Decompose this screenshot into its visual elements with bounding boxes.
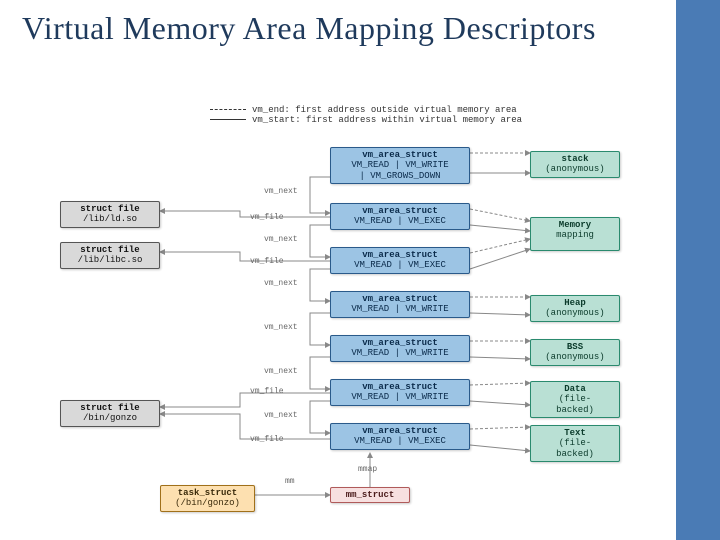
label-vm-next: vm_next — [264, 367, 298, 376]
label-vm-file: vm_file — [250, 257, 284, 266]
mem-line2: (anonymous) — [534, 164, 616, 174]
vma-title: vm_area_struct — [334, 150, 466, 160]
struct-file-box: struct file/bin/gonzo — [60, 400, 160, 427]
label-vm-file: vm_file — [250, 213, 284, 222]
struct-file-box: struct file/lib/libc.so — [60, 242, 160, 269]
struct-file-box: struct file/lib/ld.so — [60, 201, 160, 228]
mem-line1: Text — [534, 428, 616, 438]
vma-title: vm_area_struct — [334, 250, 466, 260]
mem-line2: (file-backed) — [534, 394, 616, 415]
vma-flags: VM_READ | VM_WRITE| VM_GROWS_DOWN — [334, 160, 466, 181]
mem-line1: Memory — [534, 220, 616, 230]
label-vm-next: vm_next — [264, 411, 298, 420]
mem-line2: (anonymous) — [534, 352, 616, 362]
slide-sidebar — [676, 0, 720, 540]
mm-struct-label: mm_struct — [346, 490, 395, 500]
vma-diagram: vm_end: first address outside virtual me… — [100, 105, 660, 515]
legend: vm_end: first address outside virtual me… — [210, 105, 522, 125]
vma-title: vm_area_struct — [334, 206, 466, 216]
mem-line1: Heap — [534, 298, 616, 308]
memory-region-box: BSS(anonymous) — [530, 339, 620, 366]
vma-flags: VM_READ | VM_EXEC — [334, 436, 466, 446]
task-struct-title: task_struct — [164, 488, 251, 498]
vma-box: vm_area_structVM_READ | VM_WRITE — [330, 335, 470, 362]
vma-title: vm_area_struct — [334, 382, 466, 392]
vma-box: vm_area_structVM_READ | VM_WRITE — [330, 379, 470, 406]
memory-region-box: Memorymapping — [530, 217, 620, 251]
vma-flags: VM_READ | VM_EXEC — [334, 216, 466, 226]
mm-struct-box: mm_struct — [330, 487, 410, 503]
mem-line1: stack — [534, 154, 616, 164]
sf-path: /lib/libc.so — [64, 255, 156, 265]
page-title: Virtual Memory Area Mapping Descriptors — [22, 10, 596, 47]
sf-title: struct file — [64, 403, 156, 413]
mem-line2: (anonymous) — [534, 308, 616, 318]
memory-region-box: stack(anonymous) — [530, 151, 620, 178]
label-mmap: mmap — [358, 465, 377, 474]
vma-flags: VM_READ | VM_WRITE — [334, 304, 466, 314]
mem-line1: Data — [534, 384, 616, 394]
label-vm-next: vm_next — [264, 279, 298, 288]
memory-region-box: Text(file-backed) — [530, 425, 620, 462]
vma-flags: VM_READ | VM_WRITE — [334, 348, 466, 358]
label-vm-next: vm_next — [264, 187, 298, 196]
vma-flags: VM_READ | VM_WRITE — [334, 392, 466, 402]
vma-box: vm_area_structVM_READ | VM_EXEC — [330, 203, 470, 230]
vma-box: vm_area_structVM_READ | VM_WRITE| VM_GRO… — [330, 147, 470, 184]
vma-title: vm_area_struct — [334, 294, 466, 304]
sf-path: /bin/gonzo — [64, 413, 156, 423]
sf-title: struct file — [64, 204, 156, 214]
memory-region-box: Data(file-backed) — [530, 381, 620, 418]
mem-line2: mapping — [534, 230, 616, 240]
vma-flags: VM_READ | VM_EXEC — [334, 260, 466, 270]
label-vm-next: vm_next — [264, 323, 298, 332]
label-mm: mm — [285, 477, 295, 486]
mem-line2: (file-backed) — [534, 438, 616, 459]
mem-line1: BSS — [534, 342, 616, 352]
vma-box: vm_area_structVM_READ | VM_EXEC — [330, 423, 470, 450]
vma-box: vm_area_structVM_READ | VM_WRITE — [330, 291, 470, 318]
vma-title: vm_area_struct — [334, 426, 466, 436]
sf-path: /lib/ld.so — [64, 214, 156, 224]
memory-region-box: Heap(anonymous) — [530, 295, 620, 322]
label-vm-next: vm_next — [264, 235, 298, 244]
vma-box: vm_area_structVM_READ | VM_EXEC — [330, 247, 470, 274]
label-vm-file: vm_file — [250, 435, 284, 444]
legend-vm-end: vm_end: first address outside virtual me… — [252, 105, 517, 115]
label-vm-file: vm_file — [250, 387, 284, 396]
task-struct-box: task_struct (/bin/gonzo) — [160, 485, 255, 512]
task-struct-sub: (/bin/gonzo) — [164, 498, 251, 508]
vma-title: vm_area_struct — [334, 338, 466, 348]
legend-vm-start: vm_start: first address within virtual m… — [252, 115, 522, 125]
sf-title: struct file — [64, 245, 156, 255]
